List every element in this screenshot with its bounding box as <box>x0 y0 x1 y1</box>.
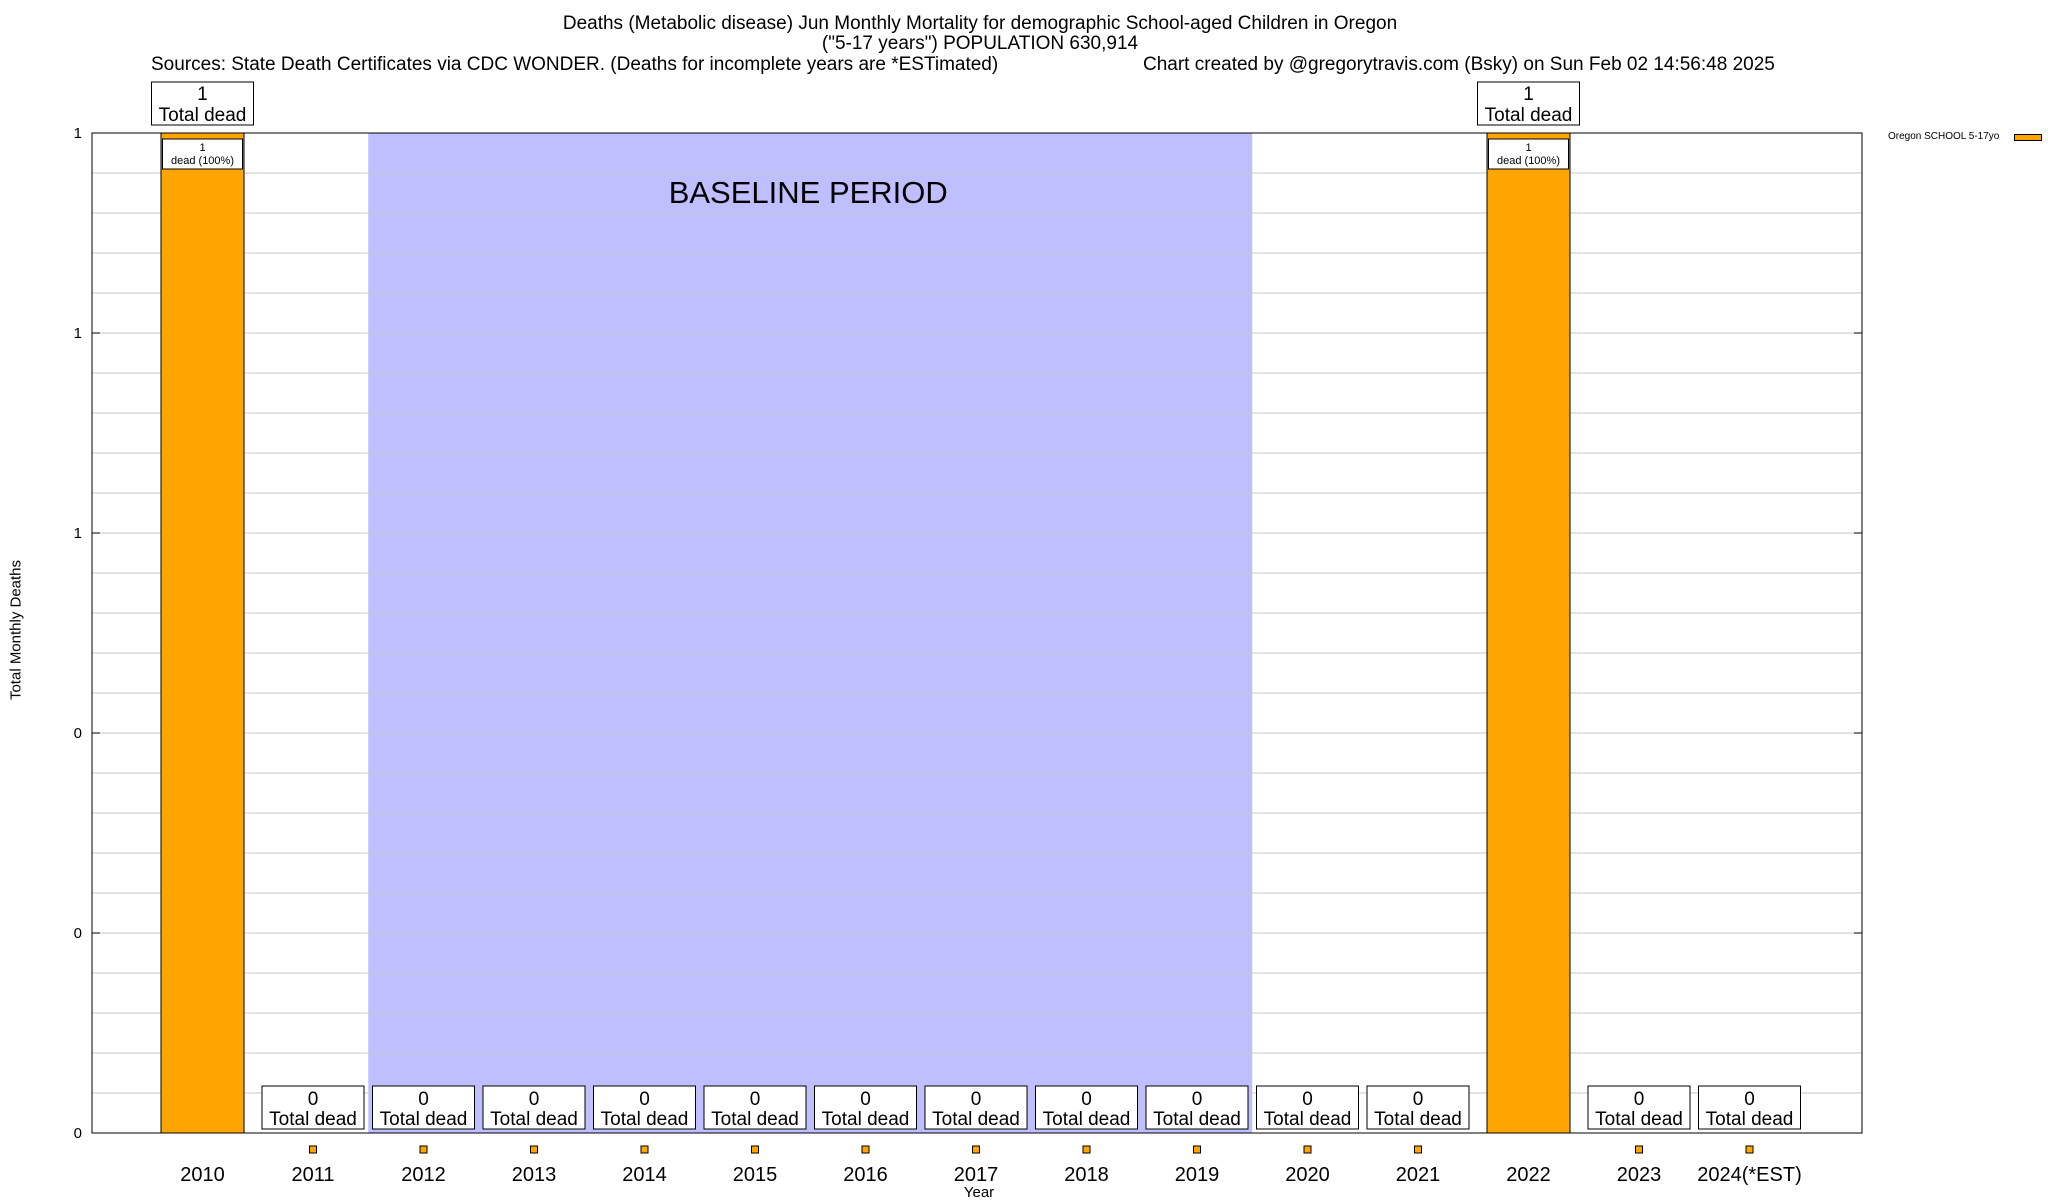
x-tick-label: 2022 <box>1506 1164 1551 1186</box>
bar-total-label: Total dead <box>380 1109 468 1130</box>
bar-pct-box <box>1488 138 1569 170</box>
x-tick-label: 2024(*EST) <box>1697 1164 1802 1186</box>
bar-total-value: 0 <box>860 1089 871 1110</box>
bar-pct-label: dead (100%) <box>171 155 234 167</box>
zero-value-marker <box>640 1145 649 1154</box>
bar-total-label: Total dead <box>1264 1109 1352 1130</box>
bar <box>160 132 245 1134</box>
zero-value-marker <box>1082 1145 1091 1154</box>
zero-value-marker <box>1303 1145 1312 1154</box>
x-tick-label: 2019 <box>1175 1164 1220 1186</box>
x-tick-label: 2016 <box>843 1164 888 1186</box>
zero-value-marker <box>1414 1145 1422 1154</box>
zero-value-marker <box>751 1145 759 1154</box>
bar-total-label: Total dead <box>1043 1109 1131 1130</box>
bar-total-value: 1 <box>1523 84 1534 105</box>
legend-swatch <box>2014 134 2042 141</box>
zero-value-marker <box>861 1145 870 1154</box>
zero-value-marker <box>309 1145 317 1154</box>
bar-total-value: 0 <box>639 1089 650 1110</box>
bar-total-label: Total dead <box>1374 1109 1462 1130</box>
bar-total-label: Total dead <box>1485 105 1573 126</box>
bar-total-label: Total dead <box>822 1109 910 1130</box>
bar-total-value: 0 <box>1634 1089 1645 1110</box>
bar-total-value: 0 <box>308 1089 319 1110</box>
x-tick-label: 2023 <box>1617 1164 1662 1186</box>
x-tick-label: 2011 <box>291 1164 334 1186</box>
total-label-box <box>261 1085 365 1130</box>
bar-total-value: 0 <box>1302 1089 1313 1110</box>
bar-total-label: Total dead <box>1706 1109 1794 1130</box>
bar-total-label: Total dead <box>932 1109 1020 1130</box>
y-tick-label: 0 <box>74 925 82 942</box>
bar-total-value: 0 <box>1081 1089 1092 1110</box>
legend-label: Oregon SCHOOL 5-17yo <box>1888 131 2000 142</box>
total-label-box <box>1256 1085 1359 1130</box>
total-label-box <box>1477 81 1580 126</box>
x-tick-label: 2021 <box>1396 1164 1441 1186</box>
total-label-box <box>593 1085 696 1130</box>
bar <box>1486 132 1571 1134</box>
x-tick-label: 2010 <box>180 1164 225 1186</box>
x-tick-label: 2017 <box>954 1164 999 1186</box>
x-tick-label: 2013 <box>512 1164 557 1186</box>
total-label-box <box>151 81 254 126</box>
x-tick-label: 2012 <box>401 1164 446 1186</box>
chart-subtitle: ("5-17 years") POPULATION 630,914 <box>821 33 1139 54</box>
total-label-box <box>1366 1085 1470 1130</box>
x-tick-label: 2018 <box>1064 1164 1109 1186</box>
bar-total-value: 0 <box>750 1089 761 1110</box>
total-label-box <box>1587 1085 1691 1130</box>
bar-total-label: Total dead <box>159 105 247 126</box>
sources-note: Sources: State Death Certificates via CD… <box>151 54 999 75</box>
zero-value-marker <box>1193 1145 1201 1154</box>
bar-pct-count: 1 <box>1525 142 1531 154</box>
y-tick-label: 0 <box>74 1125 82 1142</box>
bar-pct-box <box>162 138 243 170</box>
y-tick-label: 1 <box>74 325 82 342</box>
total-label-box <box>1145 1085 1249 1130</box>
bar-total-value: 0 <box>1192 1089 1203 1110</box>
total-label-box <box>372 1085 475 1130</box>
bar-total-value: 0 <box>529 1089 540 1110</box>
plot-frame <box>91 132 1863 1134</box>
bar-total-value: 0 <box>418 1089 429 1110</box>
total-label-box <box>1698 1085 1801 1130</box>
bar-total-label: Total dead <box>269 1109 357 1130</box>
x-axis-label: Year <box>964 1184 994 1200</box>
x-tick-label: 2014 <box>622 1164 667 1186</box>
total-label-box <box>1035 1085 1138 1130</box>
bar-pct-count: 1 <box>199 142 205 154</box>
y-tick-label: 0 <box>74 725 82 742</box>
zero-value-marker <box>972 1145 980 1154</box>
baseline-period-band <box>368 133 1253 1133</box>
total-label-box <box>703 1085 807 1130</box>
chart-credit: Chart created by @gregorytravis.com (Bsk… <box>1143 54 1775 75</box>
bar-total-label: Total dead <box>711 1109 799 1130</box>
zero-value-marker <box>530 1145 538 1154</box>
total-label-box <box>924 1085 1028 1130</box>
x-tick-label: 2020 <box>1285 1164 1330 1186</box>
x-tick-label: 2015 <box>733 1164 778 1186</box>
y-tick-label: 1 <box>74 125 82 142</box>
bar-pct-label: dead (100%) <box>1497 155 1560 167</box>
bar-total-value: 1 <box>197 84 208 105</box>
bar-total-label: Total dead <box>601 1109 689 1130</box>
bar-total-label: Total dead <box>1595 1109 1683 1130</box>
chart-title: Deaths (Metabolic disease) Jun Monthly M… <box>562 13 1398 34</box>
zero-value-marker <box>1635 1145 1643 1154</box>
bar-total-label: Total dead <box>1153 1109 1241 1130</box>
bar-total-label: Total dead <box>490 1109 578 1130</box>
zero-value-marker <box>419 1145 428 1154</box>
zero-value-marker <box>1745 1145 1754 1154</box>
y-tick-label: 1 <box>74 525 82 542</box>
bar-total-value: 0 <box>971 1089 982 1110</box>
total-label-box <box>482 1085 586 1130</box>
total-label-box <box>814 1085 917 1130</box>
baseline-period-label: BASELINE PERIOD <box>669 175 948 210</box>
bar-total-value: 0 <box>1413 1089 1424 1110</box>
bar-total-value: 0 <box>1744 1089 1755 1110</box>
